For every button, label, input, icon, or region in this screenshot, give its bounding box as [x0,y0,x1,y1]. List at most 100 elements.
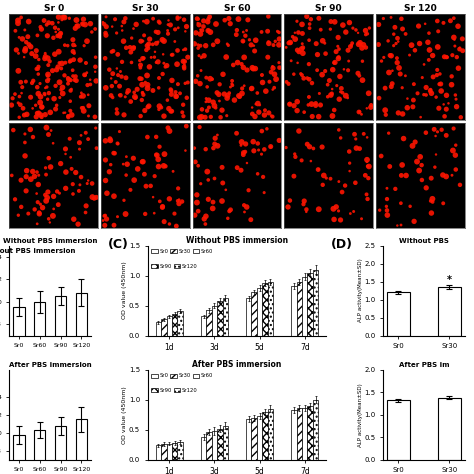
Point [339,21,346,29]
Point [301,109,308,116]
Point [71,49,78,57]
Point [113,109,121,117]
Point [64,113,72,121]
Point [78,19,86,27]
Point [345,57,353,65]
Point [72,42,79,50]
Point [252,100,260,108]
Point [31,173,38,180]
Point [32,113,40,121]
Point [159,36,166,44]
Point [35,90,42,98]
Point [36,99,44,106]
Point [41,50,49,57]
Point [287,57,295,64]
Point [339,89,346,97]
Point [238,138,246,146]
Point [410,218,418,225]
Point [61,14,68,21]
Point [167,86,174,93]
Point [29,77,37,84]
Point [239,38,247,46]
Point [147,54,155,61]
Point [152,133,160,141]
Point [276,64,283,72]
Point [293,107,301,114]
Point [116,82,123,90]
Point [295,48,302,55]
Point [285,39,292,47]
Point [122,74,130,82]
Point [386,52,394,59]
Point [28,50,36,57]
Point [153,39,160,47]
Point [25,210,32,218]
Point [77,173,85,181]
Point [424,38,432,46]
Point [267,68,275,76]
Point [293,98,301,106]
Point [171,26,179,33]
Point [399,84,406,91]
Point [173,60,181,68]
Point [81,71,88,79]
Point [298,156,305,164]
Point [418,176,426,184]
Point [360,130,367,137]
Point [337,134,345,142]
Point [140,18,147,25]
Point [456,46,463,53]
Bar [246,419,251,460]
Point [292,36,299,43]
Point [452,141,460,149]
Point [232,31,240,38]
Point [157,104,165,111]
Point [193,191,201,199]
Point [150,210,158,217]
Point [132,20,140,28]
Point [220,91,228,98]
Point [144,133,151,141]
Point [69,66,76,74]
Point [139,89,146,97]
Point [159,51,167,58]
Point [331,59,339,66]
Point [8,172,16,179]
Point [335,55,342,62]
Point [191,158,199,166]
Point [194,72,201,80]
Point [33,109,41,117]
Point [145,45,152,52]
Point [21,26,28,34]
Point [79,92,87,100]
Bar [257,288,262,336]
Point [17,101,24,109]
Point [447,17,454,25]
Point [70,56,77,64]
Point [82,129,90,137]
Point [176,90,184,97]
Point [166,220,173,228]
Point [109,94,117,101]
Point [123,153,130,161]
Point [118,58,126,66]
Point [290,102,298,109]
Title: Sr 120: Sr 120 [404,4,437,13]
Point [91,113,99,121]
Point [275,59,283,66]
Point [191,40,198,47]
Point [342,92,350,100]
Point [193,199,201,206]
Point [315,165,322,173]
Point [32,101,39,109]
Point [68,111,75,118]
Point [182,27,189,35]
Point [38,103,46,111]
Point [102,29,109,37]
Point [363,158,371,166]
Point [48,19,56,27]
Point [383,184,391,192]
Point [138,75,146,82]
Point [15,34,23,41]
Point [264,54,272,61]
